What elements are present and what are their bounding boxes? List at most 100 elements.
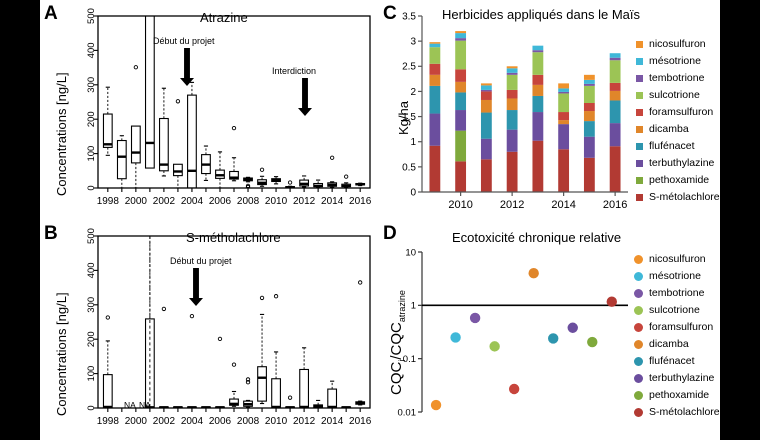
panel-b-letter: B xyxy=(44,223,58,244)
panel-c: C Kg/ha Herbicides appliqués dans le Maï… xyxy=(380,0,720,220)
panel-d-ylabel-cqc: CQC xyxy=(388,361,405,395)
legend-swatch-icon xyxy=(636,108,643,116)
legend-dot-icon xyxy=(634,373,643,383)
svg-text:2014: 2014 xyxy=(321,196,344,207)
panel-c-ylabel: Kg/ha xyxy=(396,101,411,135)
legend-label: flufénacet xyxy=(649,140,695,152)
svg-text:2016: 2016 xyxy=(349,196,372,207)
svg-text:2000: 2000 xyxy=(125,416,148,427)
legend-item-nicosulfuron: nicosulfuron xyxy=(634,253,706,265)
svg-text:300: 300 xyxy=(86,297,97,313)
legend-label: nicosulfuron xyxy=(649,38,706,50)
legend-item-foramsulfuron: foramsulfuron xyxy=(634,321,713,333)
legend-dot-icon xyxy=(634,390,643,400)
legend-item-pethoxamide: pethoxamide xyxy=(634,389,709,401)
legend-dot-icon xyxy=(634,305,643,315)
legend-item-fluf-nacet: flufénacet xyxy=(636,140,695,152)
svg-text:2008: 2008 xyxy=(237,196,260,207)
legend-item-nicosulfuron: nicosulfuron xyxy=(636,38,706,50)
panel-b-plot: 0 100 200 300 400 500 1998 2000 2002 2004 2006 2008… xyxy=(86,228,372,427)
panel-c-plot: 0 0.5 1 1.5 2 2.5 3 3.5 2010 2012 2014 2016 xyxy=(402,11,628,211)
legend-label: sulcotrione xyxy=(649,89,700,101)
svg-text:2012: 2012 xyxy=(293,416,316,427)
svg-text:2002: 2002 xyxy=(153,196,176,207)
legend-item-terbuthylazine: terbuthylazine xyxy=(634,372,714,384)
svg-text:200: 200 xyxy=(86,331,97,347)
legend-label: mésotrione xyxy=(649,55,701,67)
legend-item-terbuthylazine: terbuthylazine xyxy=(636,157,714,169)
legend-label: pethoxamide xyxy=(649,389,710,401)
svg-text:2016: 2016 xyxy=(603,199,627,211)
panel-a: A Concentrations [ng/L] Atrazine Début d… xyxy=(40,0,380,220)
legend-label: pethoxamide xyxy=(649,174,710,186)
panel-a-ylabel: Concentrations [ng/L] xyxy=(54,72,69,196)
legend-label: terbuthylazine xyxy=(649,372,715,384)
svg-text:300: 300 xyxy=(86,77,97,93)
svg-text:0: 0 xyxy=(86,185,97,190)
legend-label: tembotrione xyxy=(649,287,705,299)
svg-text:2010: 2010 xyxy=(265,416,288,427)
panel-b-na-1: NA xyxy=(124,400,136,410)
legend-dot-icon xyxy=(634,407,643,417)
panel-d-letter: D xyxy=(383,223,397,244)
legend-item-dicamba: dicamba xyxy=(636,123,689,135)
legend-swatch-icon xyxy=(636,57,643,65)
panel-b-na-2: NA xyxy=(139,400,151,410)
legend-label: dicamba xyxy=(649,338,689,350)
legend-label: mésotrione xyxy=(649,270,701,282)
svg-text:200: 200 xyxy=(86,111,97,127)
svg-text:2012: 2012 xyxy=(500,199,524,211)
svg-text:1998: 1998 xyxy=(97,416,120,427)
legend-swatch-icon xyxy=(636,74,643,82)
legend-dot-icon xyxy=(634,356,643,366)
svg-text:1.5: 1.5 xyxy=(402,112,416,123)
svg-text:500: 500 xyxy=(86,228,97,244)
panel-a-letter: A xyxy=(44,3,58,24)
svg-text:0: 0 xyxy=(86,405,97,410)
svg-text:1: 1 xyxy=(410,137,416,148)
svg-text:2.5: 2.5 xyxy=(402,62,416,73)
legend-item-m-sotrione: mésotrione xyxy=(636,55,701,67)
legend-swatch-icon xyxy=(636,125,643,133)
svg-text:10: 10 xyxy=(405,247,416,258)
legend-item-tembotrione: tembotrione xyxy=(634,287,704,299)
legend-item-m-sotrione: mésotrione xyxy=(634,270,701,282)
panel-a-plot: 0 100 200 300 400 500 1998 2000 2002 2004 2006 2008… xyxy=(86,8,372,207)
panel-d-ylabel-sub-atrazine: atrazine xyxy=(397,290,407,323)
legend-item-foramsulfuron: foramsulfuron xyxy=(636,106,713,118)
right-black-bar xyxy=(720,0,760,440)
legend-label: foramsulfuron xyxy=(649,321,714,333)
legend-item-sulcotrione: sulcotrione xyxy=(634,304,700,316)
legend-swatch-icon xyxy=(636,91,643,99)
svg-text:2002: 2002 xyxy=(153,416,176,427)
svg-text:2006: 2006 xyxy=(209,196,232,207)
legend-dot-icon xyxy=(634,288,643,298)
legend-label: nicosulfuron xyxy=(649,253,706,265)
svg-text:100: 100 xyxy=(86,146,97,162)
panel-a-annot-debut: Début du projet xyxy=(153,36,215,46)
panel-b: B Concentrations [ng/L] S-métholachlore … xyxy=(40,220,380,440)
svg-text:1: 1 xyxy=(411,301,416,312)
legend-dot-icon xyxy=(634,254,643,264)
svg-text:0.5: 0.5 xyxy=(402,162,416,173)
svg-text:500: 500 xyxy=(86,8,97,24)
panel-d-ylabel-mid: /CQC xyxy=(388,322,405,360)
svg-text:2016: 2016 xyxy=(349,416,372,427)
svg-text:2004: 2004 xyxy=(181,196,204,207)
legend-label: tembotrione xyxy=(649,72,705,84)
panel-d-plot: 0.01 0.1 1 10 xyxy=(398,247,628,418)
legend-label: flufénacet xyxy=(649,355,695,367)
panel-b-ylabel: Concentrations [ng/L] xyxy=(54,292,69,416)
legend-item-s-m-tolachlore: S-métolachlore xyxy=(636,191,720,203)
svg-text:2010: 2010 xyxy=(448,199,472,211)
svg-text:3: 3 xyxy=(410,37,416,48)
svg-text:1998: 1998 xyxy=(97,196,120,207)
svg-text:2012: 2012 xyxy=(293,196,316,207)
svg-text:2004: 2004 xyxy=(181,416,204,427)
panel-d-ylabel: CQCi/CQCatrazine xyxy=(388,290,407,395)
legend-label: S-métolachlore xyxy=(649,406,720,418)
svg-text:2: 2 xyxy=(410,87,416,98)
svg-text:2006: 2006 xyxy=(209,416,232,427)
panel-d: D Ecotoxicité chronique relative CQCi/CQ… xyxy=(380,220,720,440)
